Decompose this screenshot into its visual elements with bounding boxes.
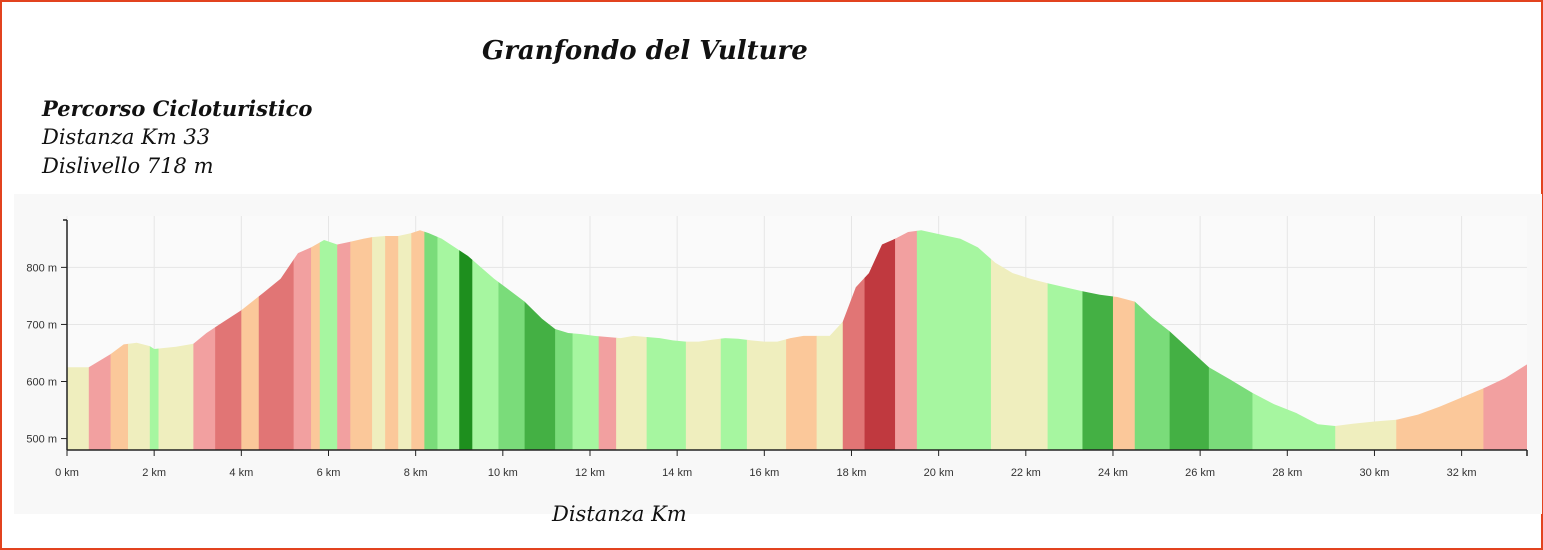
slope-segment (424, 230, 438, 450)
x-tick-label: 18 km (836, 467, 866, 479)
y-tick-label: 600 m (26, 377, 57, 389)
x-tick-label: 22 km (1011, 467, 1041, 479)
x-tick-label: 4 km (229, 467, 253, 479)
route-info: Percorso Cicloturistico Distanza Km 33 D… (42, 94, 312, 181)
x-tick-label: 12 km (575, 467, 605, 479)
y-tick-label: 500 m (26, 434, 57, 446)
slope-segment (437, 230, 460, 450)
y-tick-label: 800 m (26, 262, 57, 274)
slope-segment (398, 230, 412, 450)
slope-segment (311, 230, 321, 450)
slope-segment (459, 230, 473, 450)
chart-panel: 0 km 2 km 4 km 6 km 8 km 10 km 12 km 14 km 16 km… (14, 194, 1542, 514)
slope-segment (293, 230, 312, 450)
slope-segment (916, 230, 948, 450)
slope-segment (319, 230, 338, 450)
x-tick-label: 26 km (1185, 467, 1215, 479)
slope-segment (350, 230, 373, 450)
x-tick-label: 28 km (1272, 467, 1302, 479)
slope-segment (372, 230, 386, 450)
x-tick-label: 20 km (924, 467, 954, 479)
slope-segment (895, 230, 918, 450)
x-tick-label: 14 km (662, 467, 692, 479)
x-tick-label: 6 km (317, 467, 341, 479)
x-tick-label: 32 km (1447, 467, 1477, 479)
route-name: Percorso Cicloturistico (42, 96, 313, 121)
x-tick-label: 0 km (55, 467, 79, 479)
y-tick-label: 700 m (26, 319, 57, 331)
x-axis-label: Distanza Km (552, 502, 687, 526)
slope-segment (947, 230, 992, 450)
x-tick-label: 24 km (1098, 467, 1128, 479)
route-elevation-gain: Dislivello 718 m (42, 154, 214, 178)
route-distance: Distanza Km 33 (42, 125, 211, 149)
slope-segment (337, 230, 351, 450)
chart-title: Granfondo del Vulture (482, 36, 808, 66)
x-tick-label: 8 km (404, 467, 428, 479)
slope-segment (411, 230, 425, 450)
slope-segment (385, 230, 399, 450)
x-tick-label: 2 km (142, 467, 166, 479)
x-tick-label: 16 km (749, 467, 779, 479)
elevation-profile-chart: 0 km 2 km 4 km 6 km 8 km 10 km 12 km 14 km 16 km… (26, 216, 1528, 479)
x-tick-label: 30 km (1359, 467, 1389, 479)
x-tick-label: 10 km (488, 467, 518, 479)
